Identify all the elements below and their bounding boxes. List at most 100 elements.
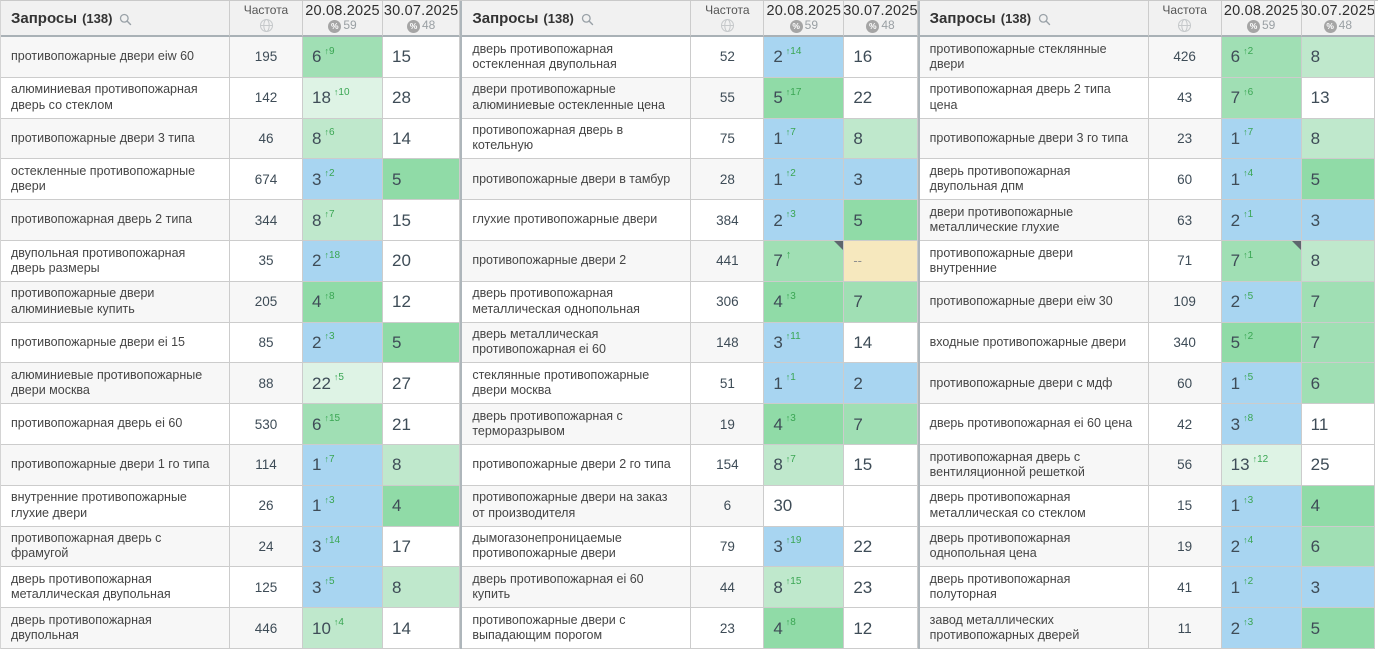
queries-header[interactable]: Запросы (138) <box>462 1 692 37</box>
position-cell-previous[interactable]: 8 <box>1301 118 1375 160</box>
position-cell-current[interactable]: 4 ↑ 3 <box>764 281 845 323</box>
position-cell-current[interactable]: 7 ↑ 6 <box>1221 77 1302 119</box>
search-icon[interactable] <box>581 13 594 26</box>
position-cell-previous[interactable]: 14 <box>383 608 461 649</box>
query-cell[interactable]: противопожарные двери 2 го типа <box>462 444 692 486</box>
position-cell-previous[interactable]: 8 <box>1301 37 1375 78</box>
position-cell-current[interactable]: 8 ↑ 15 <box>764 567 845 609</box>
position-cell-previous[interactable]: 25 <box>1301 444 1375 486</box>
query-cell[interactable]: дверь противопожарная металлическая одно… <box>462 281 692 323</box>
position-cell-previous[interactable]: 23 <box>844 567 918 609</box>
position-cell-previous[interactable]: -- <box>844 240 918 282</box>
position-cell-previous[interactable]: 14 <box>844 322 918 364</box>
position-cell-previous[interactable]: 7 <box>1301 322 1375 364</box>
query-cell[interactable]: противопожарная дверь 2 типа <box>1 200 230 241</box>
position-cell-previous[interactable]: 3 <box>844 159 918 201</box>
position-cell-previous[interactable]: 6 <box>1301 363 1375 405</box>
query-cell[interactable]: противопожарная дверь с фрамугой <box>1 526 230 568</box>
query-cell[interactable]: противопожарные двери внутренние <box>919 240 1149 282</box>
position-cell-current[interactable]: 2 ↑ 3 <box>1221 608 1302 649</box>
frequency-header[interactable]: Частота <box>1148 1 1222 37</box>
position-cell-current[interactable]: 1 ↑ 5 <box>1221 363 1302 405</box>
query-cell[interactable]: двупольная противопожарная дверь размеры <box>1 240 230 282</box>
query-cell[interactable]: дверь противопожарная металлическая со с… <box>919 485 1149 527</box>
query-cell[interactable]: дверь противопожарная металлическая двуп… <box>1 567 230 609</box>
query-cell[interactable]: дверь противопожарная однопольная цена <box>919 526 1149 568</box>
position-cell-previous[interactable]: 5 <box>383 159 461 201</box>
position-cell-current[interactable]: 13 ↑ 12 <box>1221 444 1302 486</box>
query-cell[interactable]: противопожарные двери алюминиевые купить <box>1 281 230 323</box>
position-cell-previous[interactable]: 28 <box>383 77 461 119</box>
query-cell[interactable]: противопожарные двери eiw 30 <box>919 281 1149 323</box>
query-cell[interactable]: завод металлических противопожарных двер… <box>919 608 1149 649</box>
position-cell-current[interactable]: 8 ↑ 7 <box>303 200 383 241</box>
position-cell-current[interactable]: 1 ↑ 3 <box>303 485 383 527</box>
query-cell[interactable]: противопожарные двери 1 го типа <box>1 444 230 486</box>
position-cell-current[interactable]: 1 ↑ 1 <box>764 363 845 405</box>
position-cell-current[interactable]: 1 ↑ 2 <box>764 159 845 201</box>
query-cell[interactable]: входные противопожарные двери <box>919 322 1149 364</box>
query-cell[interactable]: противопожарные двери на заказ от произв… <box>462 485 692 527</box>
position-cell-previous[interactable]: 2 <box>844 363 918 405</box>
position-cell-previous[interactable]: 4 <box>1301 485 1375 527</box>
position-cell-current[interactable]: 6 ↑ 9 <box>303 37 383 78</box>
query-cell[interactable]: дверь противопожарная с терморазрывом <box>462 404 692 445</box>
position-cell-current[interactable]: 6 ↑ 2 <box>1221 37 1302 78</box>
query-cell[interactable]: противопожарные двери 2 <box>462 240 692 282</box>
query-cell[interactable]: стеклянные противопожарные двери москва <box>462 363 692 405</box>
query-cell[interactable]: дверь противопожарная двупольная <box>1 608 230 649</box>
position-cell-previous[interactable]: 8 <box>1301 240 1375 282</box>
query-cell[interactable]: дверь противопожарная полуторная <box>919 567 1149 609</box>
position-cell-previous[interactable]: 12 <box>844 608 918 649</box>
position-cell-previous[interactable]: 7 <box>844 404 918 445</box>
query-cell[interactable]: противопожарные двери 3 го типа <box>919 118 1149 160</box>
position-cell-current[interactable]: 2 ↑ 5 <box>1221 281 1302 323</box>
position-cell-current[interactable]: 3 ↑ 8 <box>1221 404 1302 445</box>
query-cell[interactable]: дверь противопожарная ei 60 купить <box>462 567 692 609</box>
position-cell-current[interactable]: 4 ↑ 3 <box>764 404 845 445</box>
date-header-previous[interactable]: 30.07.2025 % 48 <box>383 1 461 37</box>
position-cell-previous[interactable]: 27 <box>383 363 461 405</box>
query-cell[interactable]: внутренние противопожарные глухие двери <box>1 485 230 527</box>
date-header-current[interactable]: 20.08.2025 % 59 <box>303 1 383 37</box>
position-cell-current[interactable]: 18 ↑ 10 <box>303 77 383 119</box>
position-cell-previous[interactable]: 5 <box>1301 608 1375 649</box>
search-icon[interactable] <box>1038 13 1051 26</box>
position-cell-previous[interactable]: 4 <box>383 485 461 527</box>
query-cell[interactable]: противопожарные двери с выпадающим порог… <box>462 608 692 649</box>
query-cell[interactable]: двери противопожарные алюминиевые остекл… <box>462 77 692 119</box>
position-cell-previous[interactable]: 3 <box>1301 567 1375 609</box>
position-cell-current[interactable]: 30 <box>764 485 845 527</box>
position-cell-previous[interactable]: 15 <box>383 37 461 78</box>
position-cell-previous[interactable]: 3 <box>1301 200 1375 241</box>
query-cell[interactable]: глухие противопожарные двери <box>462 200 692 241</box>
position-cell-previous[interactable]: 16 <box>844 37 918 78</box>
position-cell-current[interactable]: 2 ↑ 3 <box>764 200 845 241</box>
position-cell-previous[interactable]: 14 <box>383 118 461 160</box>
query-cell[interactable]: дверь противопожарная остекленная двупол… <box>462 37 692 78</box>
position-cell-current[interactable]: 3 ↑ 2 <box>303 159 383 201</box>
position-cell-previous[interactable]: 13 <box>1301 77 1375 119</box>
position-cell-current[interactable]: 2 ↑ 18 <box>303 240 383 282</box>
search-icon[interactable] <box>119 13 132 26</box>
date-header-previous[interactable]: 30.07.2025 % 48 <box>1301 1 1375 37</box>
date-header-current[interactable]: 20.08.2025 % 59 <box>1221 1 1302 37</box>
position-cell-current[interactable]: 2 ↑ 4 <box>1221 526 1302 568</box>
position-cell-current[interactable]: 1 ↑ 7 <box>303 444 383 486</box>
position-cell-previous[interactable]: 5 <box>1301 159 1375 201</box>
position-cell-current[interactable]: 7 ↑ 1 <box>1221 240 1302 282</box>
position-cell-previous[interactable]: 22 <box>844 77 918 119</box>
position-cell-current[interactable]: 4 ↑ 8 <box>303 281 383 323</box>
position-cell-previous[interactable]: 15 <box>383 200 461 241</box>
position-cell-previous[interactable]: 11 <box>1301 404 1375 445</box>
position-cell-current[interactable]: 1 ↑ 4 <box>1221 159 1302 201</box>
position-cell-current[interactable]: 3 ↑ 14 <box>303 526 383 568</box>
position-cell-current[interactable]: 4 ↑ 8 <box>764 608 845 649</box>
query-cell[interactable]: противопожарные двери ei 15 <box>1 322 230 364</box>
position-cell-current[interactable]: 1 ↑ 7 <box>764 118 845 160</box>
position-cell-current[interactable]: 7 ↑ <box>764 240 845 282</box>
queries-header[interactable]: Запросы (138) <box>919 1 1149 37</box>
query-cell[interactable]: дымогазонепроницаемые противопожарные дв… <box>462 526 692 568</box>
position-cell-current[interactable]: 1 ↑ 2 <box>1221 567 1302 609</box>
position-cell-previous[interactable]: 5 <box>844 200 918 241</box>
